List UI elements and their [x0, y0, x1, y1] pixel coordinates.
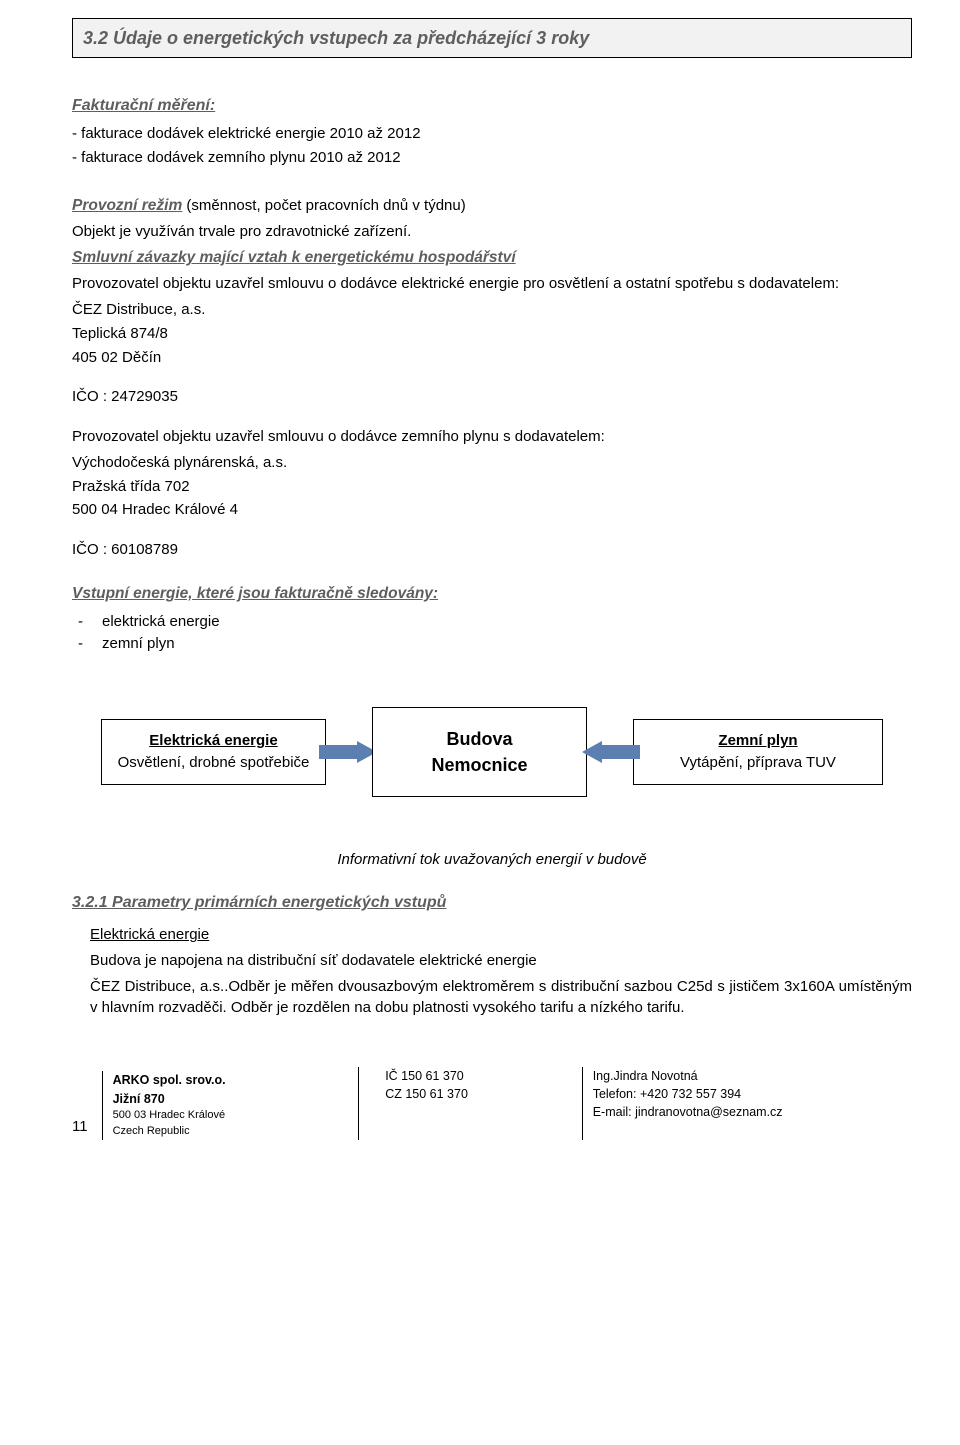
fakturacni-bullets: - fakturace dodávek elektrické energie 2… [72, 123, 912, 169]
provozni-line1: Provozní režim (směnnost, počet pracovní… [72, 195, 912, 217]
provozni-rest: (směnnost, počet pracovních dnů v týdnu) [182, 197, 465, 214]
provozni-block: Provozní režim (směnnost, počet pracovní… [72, 195, 912, 561]
flow-left-title: Elektrická energie [116, 730, 311, 752]
footer-line: Ing.Jindra Novotná [593, 1067, 912, 1085]
section-header-text: 3.2 Údaje o energetických vstupech za př… [83, 28, 589, 48]
fakt-bullet: - fakturace dodávek elektrické energie 2… [72, 123, 912, 145]
vstupni-heading: Vstupní energie, které jsou fakturačně s… [72, 583, 912, 605]
footer-line: Czech Republic [113, 1124, 359, 1140]
prov2-line: Východočeská plynárenská, a.s. [72, 452, 912, 474]
flow-diagram: Elektrická energie Osvětlení, drobné spo… [72, 707, 912, 797]
footer-col1: ARKO spol. srov.o. Jižní 870 500 03 Hrad… [102, 1071, 359, 1139]
flow-box-electrical: Elektrická energie Osvětlení, drobné spo… [101, 719, 326, 785]
page-footer: 11 ARKO spol. srov.o. Jižní 870 500 03 H… [72, 1067, 912, 1140]
smluvni-heading: Smluvní závazky mající vztah k energetic… [72, 247, 912, 269]
elec-p2: ČEZ Distribuce, a.s..Odběr je měřen dvou… [90, 976, 912, 1020]
prov2-intro: Provozovatel objektu uzavřel smlouvu o d… [72, 426, 912, 448]
elec-underline: Elektrická energie [90, 924, 912, 946]
provozni-line2: Objekt je využíván trvale pro zdravotnic… [72, 221, 912, 243]
prov2-line: 500 04 Hradec Králové 4 [72, 499, 912, 521]
prov1-line: 405 02 Děčín [72, 347, 912, 369]
page-number: 11 [72, 1116, 88, 1138]
vstupni-item: elektrická energie [102, 611, 912, 633]
flow-center-l1: Budova [387, 726, 572, 752]
flow-right-title: Zemní plyn [648, 730, 868, 752]
vstupni-block: Vstupní energie, které jsou fakturačně s… [72, 583, 912, 655]
footer-line: CZ 150 61 370 [385, 1085, 582, 1103]
flow-box-gas: Zemní plyn Vytápění, příprava TUV [633, 719, 883, 785]
prov1-ico: IČO : 24729035 [72, 386, 912, 408]
elec-p1: Budova je napojena na distribuční síť do… [90, 950, 912, 972]
prov1-line: ČEZ Distribuce, a.s. [72, 299, 912, 321]
footer-line: ARKO spol. srov.o. [113, 1071, 359, 1089]
footer-line: Jižní 870 [113, 1090, 359, 1108]
elec-block: Elektrická energie Budova je napojena na… [90, 924, 912, 1019]
prov1-line: Teplická 874/8 [72, 323, 912, 345]
fakturacni-heading: Fakturační měření: [72, 94, 912, 117]
fakt-bullet: - fakturace dodávek zemního plynu 2010 a… [72, 147, 912, 169]
subsection-heading: 3.2.1 Parametry primárních energetických… [72, 891, 912, 914]
fakturacni-block: Fakturační měření: - fakturace dodávek e… [72, 94, 912, 169]
section-header-box: 3.2 Údaje o energetických vstupech za př… [72, 18, 912, 58]
footer-line: IČ 150 61 370 [385, 1067, 582, 1085]
flow-caption: Informativní tok uvažovaných energií v b… [72, 849, 912, 871]
flow-box-building: Budova Nemocnice [372, 707, 587, 797]
footer-col3: Ing.Jindra Novotná Telefon: +420 732 557… [582, 1067, 912, 1140]
footer-line: E-mail: jindranovotna@seznam.cz [593, 1103, 912, 1121]
vstupni-item: zemní plyn [102, 633, 912, 655]
provozni-heading: Provozní režim [72, 197, 182, 214]
flow-center-l2: Nemocnice [387, 752, 572, 778]
prov2-line: Pražská třída 702 [72, 476, 912, 498]
arrow-left-icon [582, 741, 640, 763]
prov2-ico: IČO : 60108789 [72, 539, 912, 561]
flow-right-sub: Vytápění, příprava TUV [648, 752, 868, 774]
arrow-right-icon [319, 741, 377, 763]
footer-col2: IČ 150 61 370 CZ 150 61 370 [358, 1067, 582, 1140]
prov1-intro: Provozovatel objektu uzavřel smlouvu o d… [72, 273, 912, 295]
flow-left-sub: Osvětlení, drobné spotřebiče [116, 752, 311, 774]
footer-line: Telefon: +420 732 557 394 [593, 1085, 912, 1103]
footer-line: 500 03 Hradec Králové [113, 1108, 359, 1124]
